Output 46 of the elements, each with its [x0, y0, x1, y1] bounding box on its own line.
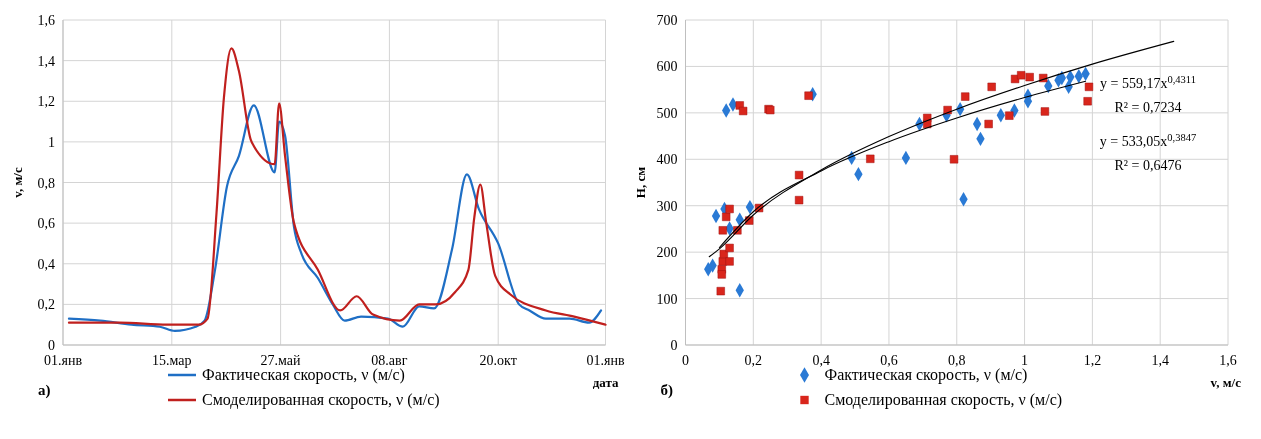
y-tick-label: 400 [656, 152, 678, 168]
x-tick-label: 15.мар [152, 353, 192, 368]
x-tick-label: 0,2 [744, 353, 763, 368]
text: а) [38, 382, 51, 399]
x-tick-label: 1,2 [1083, 353, 1102, 368]
annotation: y = 559,17x$^{0,4311}$ [1100, 73, 1196, 91]
y-tick-label: 500 [656, 105, 678, 121]
x-tick-label: 0,4 [812, 353, 830, 368]
x-tick-label: 20.окт [479, 353, 517, 368]
x-axis-title: v, м/с [1210, 375, 1242, 390]
x-tick-label: 1,6 [1219, 353, 1237, 368]
x-tick-label: 01.янв [43, 353, 83, 368]
y-tick-label: 1,6 [37, 13, 55, 28]
y-tick-label: 0 [670, 338, 678, 353]
annotation: R² = 0,6476 [1114, 158, 1182, 173]
y-tick-label: 0,2 [37, 297, 55, 313]
x-axis-title: дата [592, 375, 619, 390]
legend-label: Фактическая скорость, ν (м/с) [202, 366, 405, 384]
x-tick-label: 1,4 [1151, 353, 1169, 368]
x-tick-label: 0,6 [880, 353, 898, 368]
y-tick-label: 1,2 [37, 94, 55, 110]
x-tick-label: 01.янв [586, 353, 625, 368]
y-tick-label: 1 [48, 134, 55, 150]
annotation: R² = 0,7234 [1114, 100, 1182, 115]
legend-label: Фактическая скорость, ν (м/с) [824, 366, 1028, 384]
y-tick-label: 0,4 [37, 256, 55, 272]
x-tick-label: 27.май [260, 353, 302, 368]
y-axis-title: v, м/с [10, 167, 25, 198]
y-tick-label: 700 [656, 13, 678, 28]
y-tick-label: 300 [656, 198, 678, 214]
y-tick-label: 1,4 [37, 53, 55, 69]
y-tick-label: 0,8 [37, 175, 55, 191]
text: б) [660, 382, 673, 399]
y-tick-label: 200 [656, 245, 678, 261]
x-tick-label: 0 [682, 353, 689, 368]
y-axis-title: H, см [632, 166, 648, 199]
y-tick-label: 0 [48, 338, 55, 353]
x-tick-label: 1 [1021, 353, 1029, 368]
annotation: y = 533,05x$^{0,3847}$ [1099, 131, 1197, 149]
x-tick-label: 0,8 [948, 353, 966, 368]
legend-label: Смоделированная скорость, ν (м/с) [824, 391, 1063, 409]
y-tick-label: 600 [656, 59, 678, 75]
legend-label: Смоделированная скорость, ν (м/с) [202, 391, 440, 409]
y-tick-label: 0,6 [37, 216, 55, 232]
y-tick-label: 100 [656, 291, 678, 307]
x-tick-label: 08.авг [371, 353, 408, 368]
